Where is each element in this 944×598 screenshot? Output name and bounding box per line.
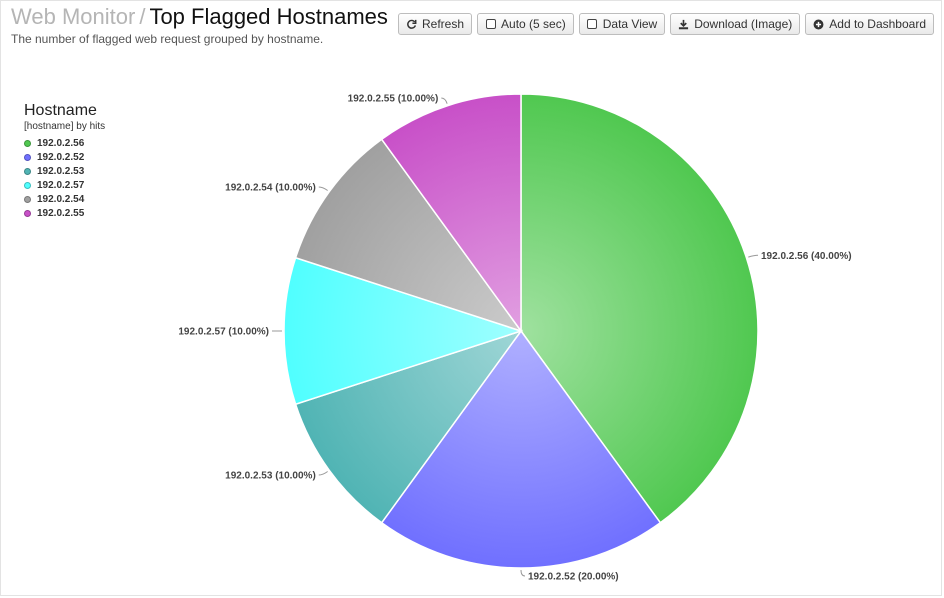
- pie-slice-label: 192.0.2.56 (40.00%): [761, 251, 852, 262]
- auto-refresh-label: Auto (5 sec): [501, 17, 566, 31]
- refresh-label: Refresh: [422, 17, 465, 31]
- checkbox-icon: [485, 19, 496, 30]
- pie-slice-label: 192.0.2.57 (10.00%): [178, 327, 269, 338]
- legend-item[interactable]: 192.0.2.53: [24, 164, 105, 178]
- refresh-icon: [406, 19, 417, 30]
- add-to-dashboard-label: Add to Dashboard: [829, 17, 926, 31]
- legend-subtitle: [hostname] by hits: [24, 121, 106, 132]
- legend-swatch: [24, 181, 31, 189]
- legend-label: 192.0.2.56: [37, 137, 85, 149]
- legend-swatch: [24, 139, 31, 147]
- pie-leader-line: [748, 254, 759, 258]
- pie-leader-line: [318, 471, 328, 476]
- legend-label: 192.0.2.52: [37, 151, 85, 163]
- legend-swatch: [24, 153, 31, 161]
- pie-slice-label: 192.0.2.55 (10.00%): [348, 93, 439, 104]
- pie-leader-line: [318, 186, 328, 191]
- breadcrumb-separator: /: [139, 4, 146, 29]
- pie-slice-192.0.2.52[interactable]: [380, 329, 662, 569]
- legend-items: 192.0.2.56 192.0.2.52 192.0.2.53 192.0.2.57…: [24, 136, 105, 220]
- pie-leader-line: [441, 97, 448, 104]
- chart-legend: Hostname [hostname] by hits 192.0.2.56 19…: [24, 101, 105, 220]
- refresh-button[interactable]: Refresh: [398, 13, 473, 35]
- page-subtitle: The number of flagged web request groupe…: [11, 32, 324, 46]
- checkbox-icon: [587, 19, 598, 30]
- auto-refresh-toggle[interactable]: Auto (5 sec): [477, 13, 574, 35]
- pie-leader-lines: [272, 97, 759, 577]
- pie-slice-192.0.2.53[interactable]: [294, 329, 523, 524]
- legend-label: 192.0.2.57: [37, 179, 85, 191]
- plus-circle-icon: [813, 19, 824, 30]
- legend-label: 192.0.2.53: [37, 165, 85, 177]
- legend-swatch: [24, 167, 31, 175]
- pie-leader-line: [520, 569, 526, 577]
- legend-item[interactable]: 192.0.2.57: [24, 178, 105, 192]
- legend-swatch: [24, 209, 31, 217]
- toolbar: Refresh Auto (5 sec) Data View Download …: [398, 13, 934, 35]
- pie-slice-label: 192.0.2.54 (10.00%): [225, 182, 316, 193]
- legend-label: 192.0.2.54: [37, 193, 85, 205]
- pie-slice-192.0.2.57[interactable]: [283, 256, 524, 406]
- title-line: Web Monitor / Top Flagged Hostnames: [11, 4, 388, 30]
- legend-item[interactable]: 192.0.2.52: [24, 150, 105, 164]
- legend-title: Hostname: [24, 102, 97, 119]
- legend-item[interactable]: 192.0.2.56: [24, 136, 105, 150]
- pie-slice-192.0.2.54[interactable]: [294, 138, 523, 333]
- download-image-button[interactable]: Download (Image): [670, 13, 801, 35]
- download-icon: [678, 19, 689, 30]
- add-to-dashboard-button[interactable]: Add to Dashboard: [805, 13, 934, 35]
- data-view-toggle[interactable]: Data View: [578, 13, 666, 35]
- pie-slice-192.0.2.55[interactable]: [380, 93, 522, 334]
- pie-slices: [283, 93, 759, 569]
- pie-slice-label: 192.0.2.52 (20.00%): [528, 572, 619, 583]
- pie-slice-label: 192.0.2.53 (10.00%): [225, 471, 316, 482]
- page-header: Web Monitor / Top Flagged Hostnames The nu…: [11, 4, 388, 46]
- pie-slice-192.0.2.56[interactable]: [520, 93, 759, 524]
- legend-item[interactable]: 192.0.2.55: [24, 206, 105, 220]
- page-title: Top Flagged Hostnames: [149, 4, 388, 29]
- download-label: Download (Image): [694, 17, 793, 31]
- breadcrumb-web-monitor[interactable]: Web Monitor: [11, 4, 136, 29]
- data-view-label: Data View: [602, 17, 658, 31]
- legend-label: 192.0.2.55: [37, 207, 85, 219]
- legend-swatch: [24, 195, 31, 203]
- legend-item[interactable]: 192.0.2.54: [24, 192, 105, 206]
- pie-labels: 192.0.2.56 (40.00%) 192.0.2.52 (20.00%) 19…: [178, 93, 851, 582]
